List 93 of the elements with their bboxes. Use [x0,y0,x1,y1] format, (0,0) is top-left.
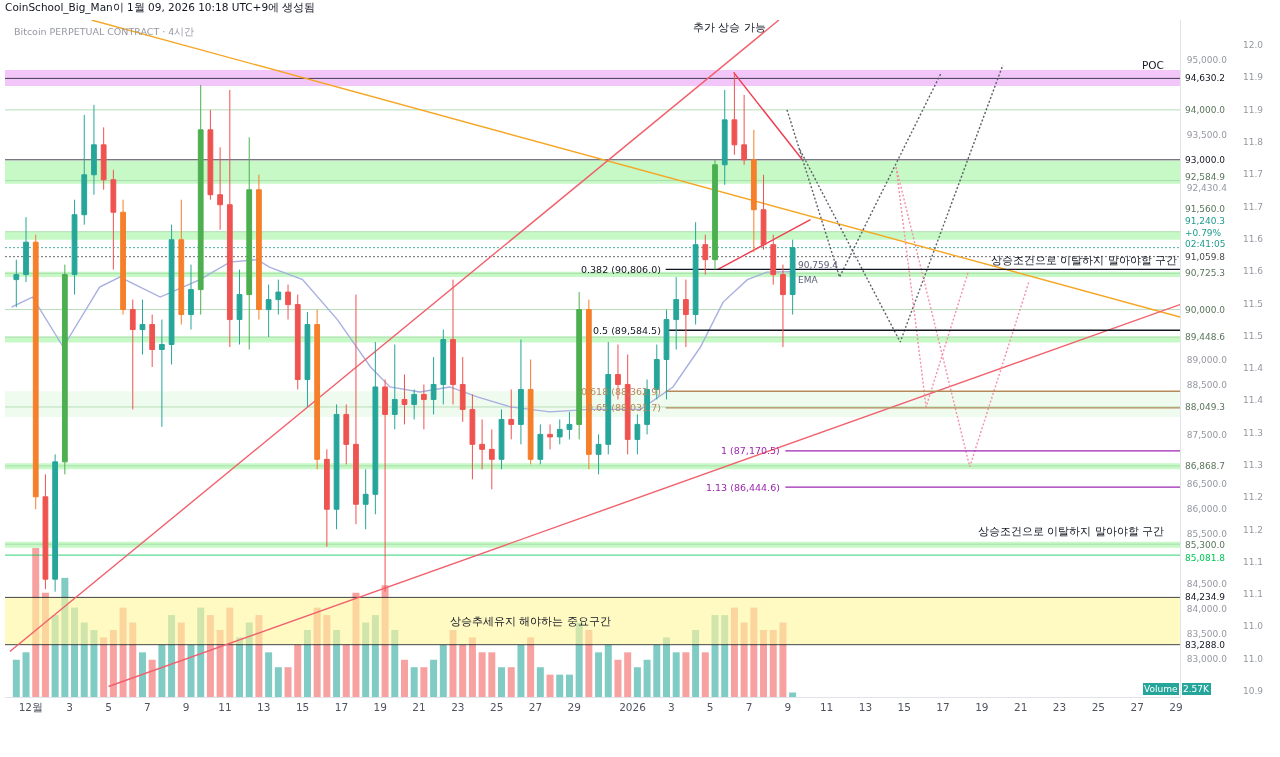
y2-tick-label: 12.0 [1243,40,1264,51]
annotation: 상승조건으로 이탈하지 말아야할 구간 [978,525,1165,537]
ref-line-label: 84,234.9 [1185,592,1226,602]
y-tick-label: 84,000.0 [1186,604,1228,615]
x-tick-label: 5 [706,700,714,713]
x-tick-label: 21 [1014,700,1028,713]
x-tick-label: 9 [182,700,190,713]
ref-line-label: 89,448.6 [1185,332,1226,342]
ref-line-label: 83,288.0 [1185,640,1226,650]
annotation: 상승추세유지 해야하는 중요구간 [450,615,611,627]
x-tick-label: 13 [858,700,873,713]
x-tick-label: 27 [1130,700,1144,713]
data-label: 90,759.4 [798,260,839,270]
x-tick-label: 7 [143,700,151,713]
y2-tick-label: 11.1 [1243,556,1264,567]
x-tick-label: 29 [567,700,581,713]
y2-tick-label: 11.9 [1243,72,1264,83]
annotation: 추가 상승 가능 [693,21,766,33]
y2-tick-label: 10.9 [1243,686,1264,697]
x-tick-label: 11 [218,700,232,713]
y2-tick-label: 11.2 [1243,524,1264,535]
y-tick-label: 84,500.0 [1186,579,1228,590]
y2-tick-label: 11.6 [1243,233,1264,244]
ref-line-label: 91,560.0 [1185,204,1226,214]
x-tick-label: 25 [489,700,504,713]
y-tick-label: 95,000.0 [1186,55,1228,66]
y2-tick-label: 11.5 [1243,330,1264,341]
ref-line-label: 90,000.0 [1185,305,1226,315]
ref-line-label: 90,725.3 [1185,268,1226,278]
x-tick-label: 7 [745,700,753,713]
y2-tick-label: 11.7 [1243,201,1264,212]
text: 2.57K [1183,684,1211,694]
x-tick-label: 23 [451,700,465,713]
y2-tick-label: 11.7 [1243,169,1264,180]
y2-tick-label: 11.3 [1243,459,1264,470]
x-tick-label: 19 [975,700,989,713]
y2-tick-label: 11.0 [1243,621,1264,632]
y2-tick-label: 11.5 [1243,298,1264,309]
x-tick-label: 13 [257,700,271,713]
x-tick-label: 15 [897,700,911,713]
y-tick-label: 92,430.4 [1186,183,1228,194]
y2-tick-label: 11.6 [1243,266,1264,277]
x-tick-label: 3 [668,700,675,713]
x-tick-label: 12월 [18,700,44,713]
ref-line-label: 86,868.7 [1185,461,1226,471]
ref-line-label: 91,059.8 [1185,252,1226,262]
annotation: POC [1142,59,1164,71]
y-tick-label: 87,500.0 [1186,429,1228,440]
x-tick-label: 25 [1091,700,1106,713]
ref-line-label: 88,049.3 [1185,402,1226,412]
y-tick-label: 83,000.0 [1186,654,1228,665]
ref-line-label: 94,630.2 [1185,73,1226,83]
ref-line-label: 92,584.9 [1185,172,1226,182]
series-label: 0.5 (89,584.5) [593,325,661,336]
y-tick-label: 88,500.0 [1186,379,1228,390]
y2-tick-label: 11.4 [1243,395,1264,406]
x-tick-label: 29 [1169,700,1183,713]
x-tick-label: 15 [295,700,310,713]
y-tick-label: 93,500.0 [1186,129,1228,140]
ref-line-label: 85,300.0 [1185,540,1226,550]
chart-title: CoinSchool_Big_Man이 1월 09, 2026 10:18 UTC+9에 생성됨 [5,1,316,15]
ref-line-label: 91,240.3 +0.79% 02:41:05 [1185,216,1226,250]
y-tick-label: 89,000.0 [1186,354,1228,365]
x-tick-label: 17 [334,700,349,713]
y2-tick-label: 11.1 [1243,589,1264,600]
y2-tick-label: 11.4 [1243,363,1264,374]
x-tick-label: 21 [412,700,426,713]
x-tick-label: 19 [373,700,387,713]
y-tick-label: 83,500.0 [1186,629,1228,640]
y2-tick-label: 11.0 [1243,653,1264,664]
series-label: 0.382 (90,806.0) [581,264,661,275]
x-tick-label: 11 [819,700,834,713]
y2-tick-label: 11.3 [1243,427,1264,438]
x-tick-label: 27 [528,700,543,713]
y2-tick-label: 11.9 [1243,104,1264,115]
x-tick-label: 23 [1052,700,1067,713]
x-tick-label: 9 [784,700,792,713]
y-tick-label: 86,000.0 [1186,504,1228,515]
x-tick-label: 2026 [619,700,647,713]
x-tick-label: 17 [936,700,950,713]
x-tick-label: 5 [105,700,112,713]
y-tick-label: 86,500.0 [1186,479,1228,490]
y-tick-label: 85,500.0 [1186,529,1228,540]
series-label: 1.13 (86,444.6) [706,482,780,493]
ref-line-label: 93,000.0 [1185,155,1226,165]
x-tick-label: 3 [66,700,74,713]
y2-tick-label: 11.2 [1243,492,1264,503]
ref-line-label: 94,000.0 [1185,105,1226,115]
annotation: Volume [1144,684,1178,694]
ref-line-label: 85,081.8 [1185,553,1226,563]
series-label: EMA [798,275,819,285]
y2-tick-label: 11.8 [1243,137,1264,148]
annotation: 상승조건으로 이탈하지 말아야할 구간 [991,254,1178,266]
